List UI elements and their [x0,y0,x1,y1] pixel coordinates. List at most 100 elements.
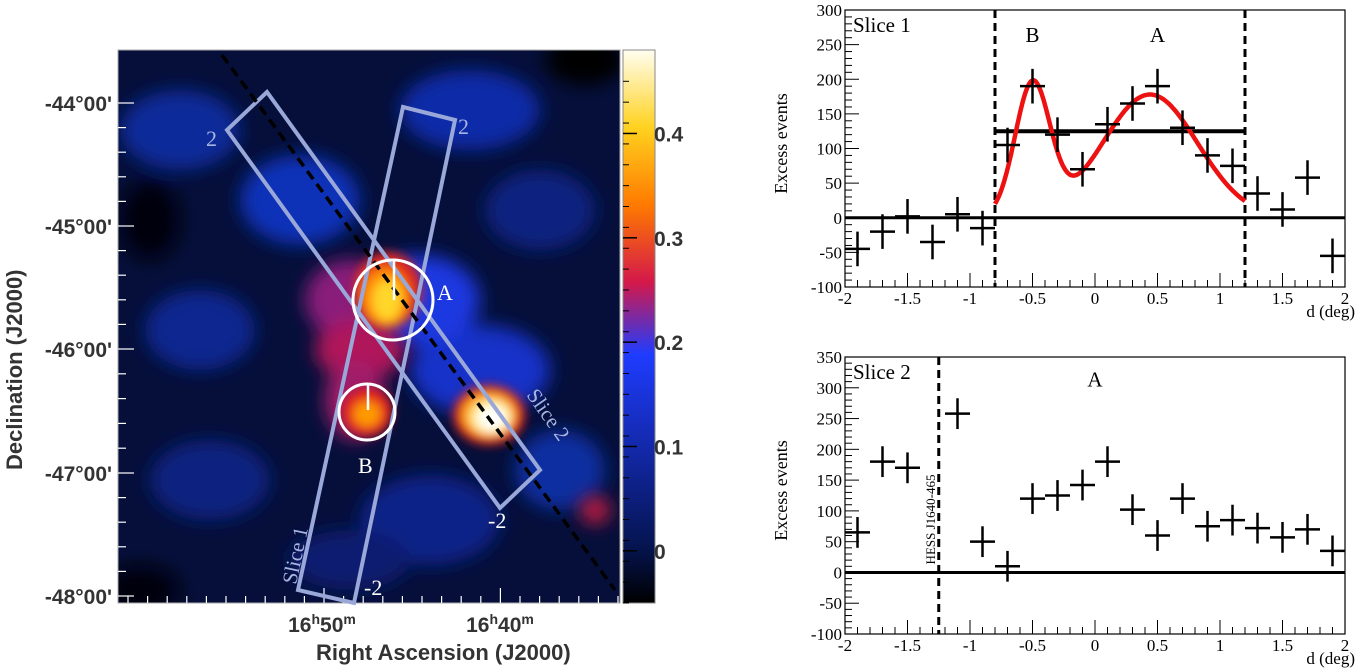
map-x-tick-labels: 16h50m 16h40m [288,611,534,637]
map-tick-marks [118,102,619,603]
map-y-tick-label: -47°00' [45,463,112,486]
data-point [845,231,870,267]
data-point [895,452,920,484]
map-x-tick-label: 16h50m [288,611,356,637]
y-tick-label: 250 [817,36,843,55]
data-point [1270,521,1295,553]
colorbar-tick-label: 0.1 [654,436,684,459]
y-axis-title: Excess events [771,93,791,193]
y-axis-title: Excess events [771,440,791,540]
region-annotation: B [1025,23,1039,47]
colorbar-ticks: 0.4 0.3 0.2 0.1 0 [623,80,684,604]
galactic-plane-dashed-line [220,53,617,592]
data-point [1245,512,1270,544]
data-point [945,398,970,430]
y-tick-label: 250 [817,410,843,429]
source-a-label: A [437,280,453,305]
colorbar-tick-label: 0.3 [654,228,683,251]
x-tick-label: -1.5 [894,289,921,308]
map-y-tick-labels: -44°00' -45°00' -46°00' -47°00' -48°00' [45,93,112,609]
x-axis-title: d (deg) [1306,649,1355,668]
x-tick-label: -0.5 [1019,289,1046,308]
data-point [1220,148,1245,184]
x-tick-label: 0.5 [1147,289,1168,308]
y-tick-label: 0 [834,563,843,582]
x-tick-label: -1 [963,289,977,308]
x-tick-label: 1 [1216,636,1225,655]
colorbar-frame [622,49,656,604]
y-tick-label: 100 [817,140,843,159]
slice2-profile-panel: -100 -50 0 50 100 150 200 250 300 350 -2 -1.5 -1 -0.5… [771,348,1355,668]
map-x-tick-label: 16h40m [466,611,534,637]
data-point [1120,86,1145,121]
data-point [845,517,870,548]
boundary-label: HESS J1640-465 [923,475,938,565]
data-point [995,550,1020,582]
data-point [1270,192,1295,227]
x-tick-label: -1 [963,636,977,655]
y-tick-label: 200 [817,440,843,459]
slice2-start-label: 2 [206,126,217,151]
region-annotation: A [1087,368,1103,392]
source-b-label: B [358,453,373,478]
gaussian-fit-curve [993,78,1247,206]
data-point [895,199,920,234]
map-y-tick-label: -44°00' [45,93,112,116]
slice1-box [295,104,458,606]
y-tick-label: -50 [819,594,842,613]
data-point [970,526,995,558]
map-y-tick-label: -48°00' [45,586,112,609]
y-tick-label: 0 [834,209,843,228]
map-y-axis-title: Declination (J2000) [2,269,27,470]
x-tick-label: -0.5 [1019,636,1046,655]
slice1-start-label: 2 [458,114,469,139]
x-tick-label: -1.5 [894,636,921,655]
x-axis-title: d (deg) [1306,302,1355,321]
slice2-box [224,88,543,512]
data-point [1295,513,1320,545]
slice1-profile-panel: -100 -50 0 50 100 150 200 250 300 -2 -1.5 -1 -0.5 0 0.… [771,1,1355,321]
x-tick-label: 2 [1341,289,1350,308]
x-tick-label: 1 [1216,289,1225,308]
data-point [1145,68,1170,104]
data-point [1320,238,1345,274]
data-point [1020,68,1045,104]
sky-map-image [118,50,620,603]
data-point [995,127,1020,163]
x-tick-label: 0.5 [1147,636,1168,655]
data-point [1095,446,1120,478]
plot-frame [844,9,1346,288]
data-point [1170,483,1195,514]
region-annotation: A [1150,23,1166,47]
panel-title: Slice 1 [853,13,911,37]
data-point [1195,510,1220,542]
y-tick-label: 50 [825,174,842,193]
data-point [920,224,945,260]
x-tick-label: 1.5 [1272,636,1293,655]
slice1-end-label: -2 [364,575,382,600]
map-frame [117,49,621,604]
colorbar [623,50,655,603]
x-tick-label: -2 [838,636,852,655]
colorbar-tick-label: 0.2 [654,332,683,355]
y-tick-label: -100 [811,625,842,644]
data-point [1045,480,1070,511]
data-point [1145,520,1170,551]
x-tick-label: 0 [1091,289,1100,308]
x-tick-label: 2 [1341,636,1350,655]
map-x-axis-title: Right Ascension (J2000) [316,640,571,665]
data-point [1170,110,1195,146]
panel-title: Slice 2 [853,360,911,384]
y-tick-label: 350 [817,348,843,367]
data-point [1020,483,1045,514]
data-point [870,214,895,249]
data-point [945,196,970,232]
x-tick-label: -2 [838,289,852,308]
data-point [1070,469,1095,501]
y-tick-label: 300 [817,1,843,20]
data-point [1245,176,1270,211]
data-point [870,446,895,478]
y-tick-label: 300 [817,379,843,398]
plot-frame [844,356,1346,635]
